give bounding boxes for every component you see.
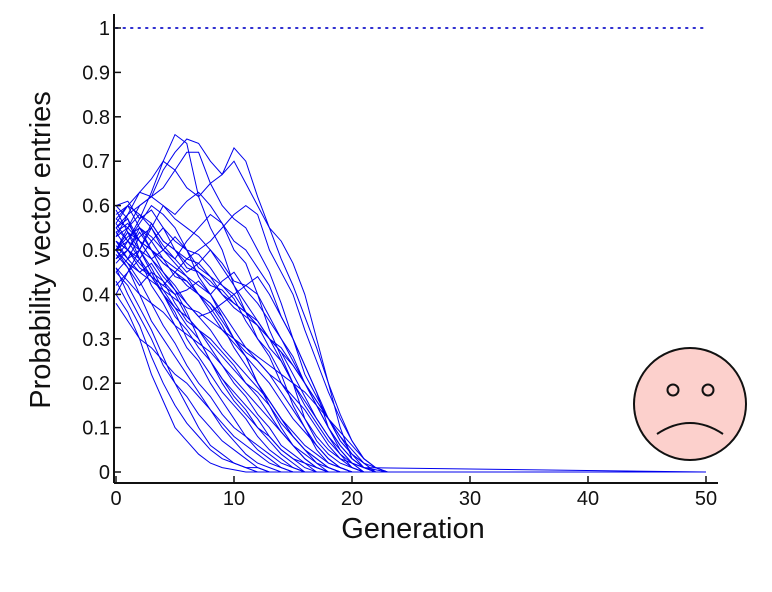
series-line-11	[115, 146, 706, 473]
series-line-40	[115, 205, 706, 473]
y-tick-group: 0 0.1 0.2 0.3 0.4 0.5 0.6 0.7 0.8 0.9 1	[82, 18, 121, 484]
series-line-26	[115, 294, 706, 473]
series-line-37	[115, 267, 706, 473]
series-line-3	[115, 133, 706, 473]
series-line-22	[115, 204, 706, 473]
series-line-36	[115, 235, 706, 473]
x-tick-label: 50	[695, 488, 717, 510]
face-eye-left	[666, 383, 680, 397]
y-tick-label: 0.8	[82, 107, 110, 129]
series-line-25	[115, 240, 706, 473]
y-tick-label: 0.7	[82, 151, 110, 173]
series-line-4	[115, 231, 706, 473]
y-axis-title: Probability vector entries	[25, 91, 57, 409]
y-tick-label: 0.5	[82, 240, 110, 262]
x-tick-label: 40	[577, 488, 599, 510]
series-line-10	[115, 151, 706, 473]
series-line-27	[115, 222, 706, 473]
face-eye-right	[701, 383, 715, 397]
face-outline	[633, 347, 747, 461]
series-line-15	[115, 303, 706, 473]
y-tick-label: 0.9	[82, 62, 110, 84]
x-tick-group: 0 10 20 30 40 50	[110, 476, 717, 510]
series-line-12	[115, 267, 706, 473]
x-tick-label: 30	[459, 488, 481, 510]
series-line-1	[115, 138, 706, 473]
x-tick-label: 20	[341, 488, 363, 510]
y-tick-label: 0.6	[82, 196, 110, 218]
series-line-28	[115, 249, 706, 473]
y-tick-label: 0.4	[82, 284, 110, 306]
face-mouth	[656, 422, 724, 435]
x-tick-label: 0	[110, 488, 121, 510]
series-line-23	[115, 209, 706, 473]
series-line-31	[115, 254, 706, 473]
sad-face-icon	[633, 347, 747, 461]
y-tick-label: 1	[99, 18, 110, 40]
series-line-8	[115, 249, 706, 473]
series-line-19	[115, 280, 706, 473]
series-line-2	[115, 191, 706, 473]
series-layer	[115, 133, 707, 473]
y-tick-label: 0	[99, 462, 110, 484]
series-line-24	[115, 227, 706, 473]
series-line-34	[115, 218, 706, 473]
y-tick-label: 0.3	[82, 329, 110, 351]
series-line-32	[115, 213, 706, 473]
x-axis-title: Generation	[341, 513, 485, 545]
series-line-35	[115, 245, 706, 473]
y-tick-label: 0.2	[82, 373, 110, 395]
x-tick-label: 10	[223, 488, 245, 510]
y-tick-label: 0.1	[82, 418, 110, 440]
series-line-6	[115, 204, 706, 473]
series-line-39	[115, 249, 706, 473]
